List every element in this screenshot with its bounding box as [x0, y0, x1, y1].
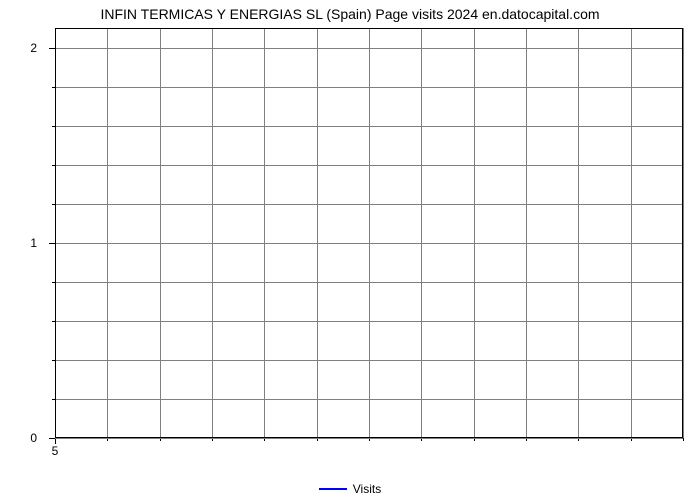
gridline-horizontal — [55, 243, 683, 244]
gridline-vertical — [526, 28, 527, 438]
gridline-vertical — [160, 28, 161, 438]
x-tick — [683, 438, 684, 441]
gridline-horizontal — [55, 165, 683, 166]
legend-line-icon — [319, 488, 347, 490]
gridline-vertical — [578, 28, 579, 438]
legend-label: Visits — [353, 482, 381, 496]
gridline-vertical — [212, 28, 213, 438]
y-tick — [52, 126, 55, 127]
gridline-horizontal — [55, 87, 683, 88]
y-tick — [52, 165, 55, 166]
gridline-horizontal — [55, 126, 683, 127]
y-tick — [52, 321, 55, 322]
y-tick — [52, 360, 55, 361]
gridline-horizontal — [55, 282, 683, 283]
gridline-horizontal — [55, 48, 683, 49]
legend: Visits — [0, 482, 700, 496]
y-tick — [52, 87, 55, 88]
x-tick-label: 5 — [52, 438, 59, 458]
chart-title: INFIN TERMICAS Y ENERGIAS SL (Spain) Pag… — [0, 6, 700, 22]
gridline-vertical — [631, 28, 632, 438]
gridline-vertical — [264, 28, 265, 438]
y-tick-label: 1 — [30, 236, 55, 250]
gridline-horizontal — [55, 321, 683, 322]
y-tick-label: 2 — [30, 41, 55, 55]
gridline-vertical — [421, 28, 422, 438]
gridline-horizontal — [55, 204, 683, 205]
gridline-vertical — [474, 28, 475, 438]
gridline-horizontal — [55, 360, 683, 361]
y-tick — [52, 399, 55, 400]
y-tick — [52, 204, 55, 205]
gridline-horizontal — [55, 399, 683, 400]
gridline-vertical — [317, 28, 318, 438]
gridline-vertical — [369, 28, 370, 438]
gridline-horizontal — [55, 438, 683, 439]
chart-container: INFIN TERMICAS Y ENERGIAS SL (Spain) Pag… — [0, 0, 700, 500]
gridline-vertical — [107, 28, 108, 438]
plot-area: 0125 — [55, 28, 683, 438]
gridline-vertical — [55, 28, 56, 438]
gridline-vertical — [683, 28, 684, 438]
y-tick — [52, 282, 55, 283]
